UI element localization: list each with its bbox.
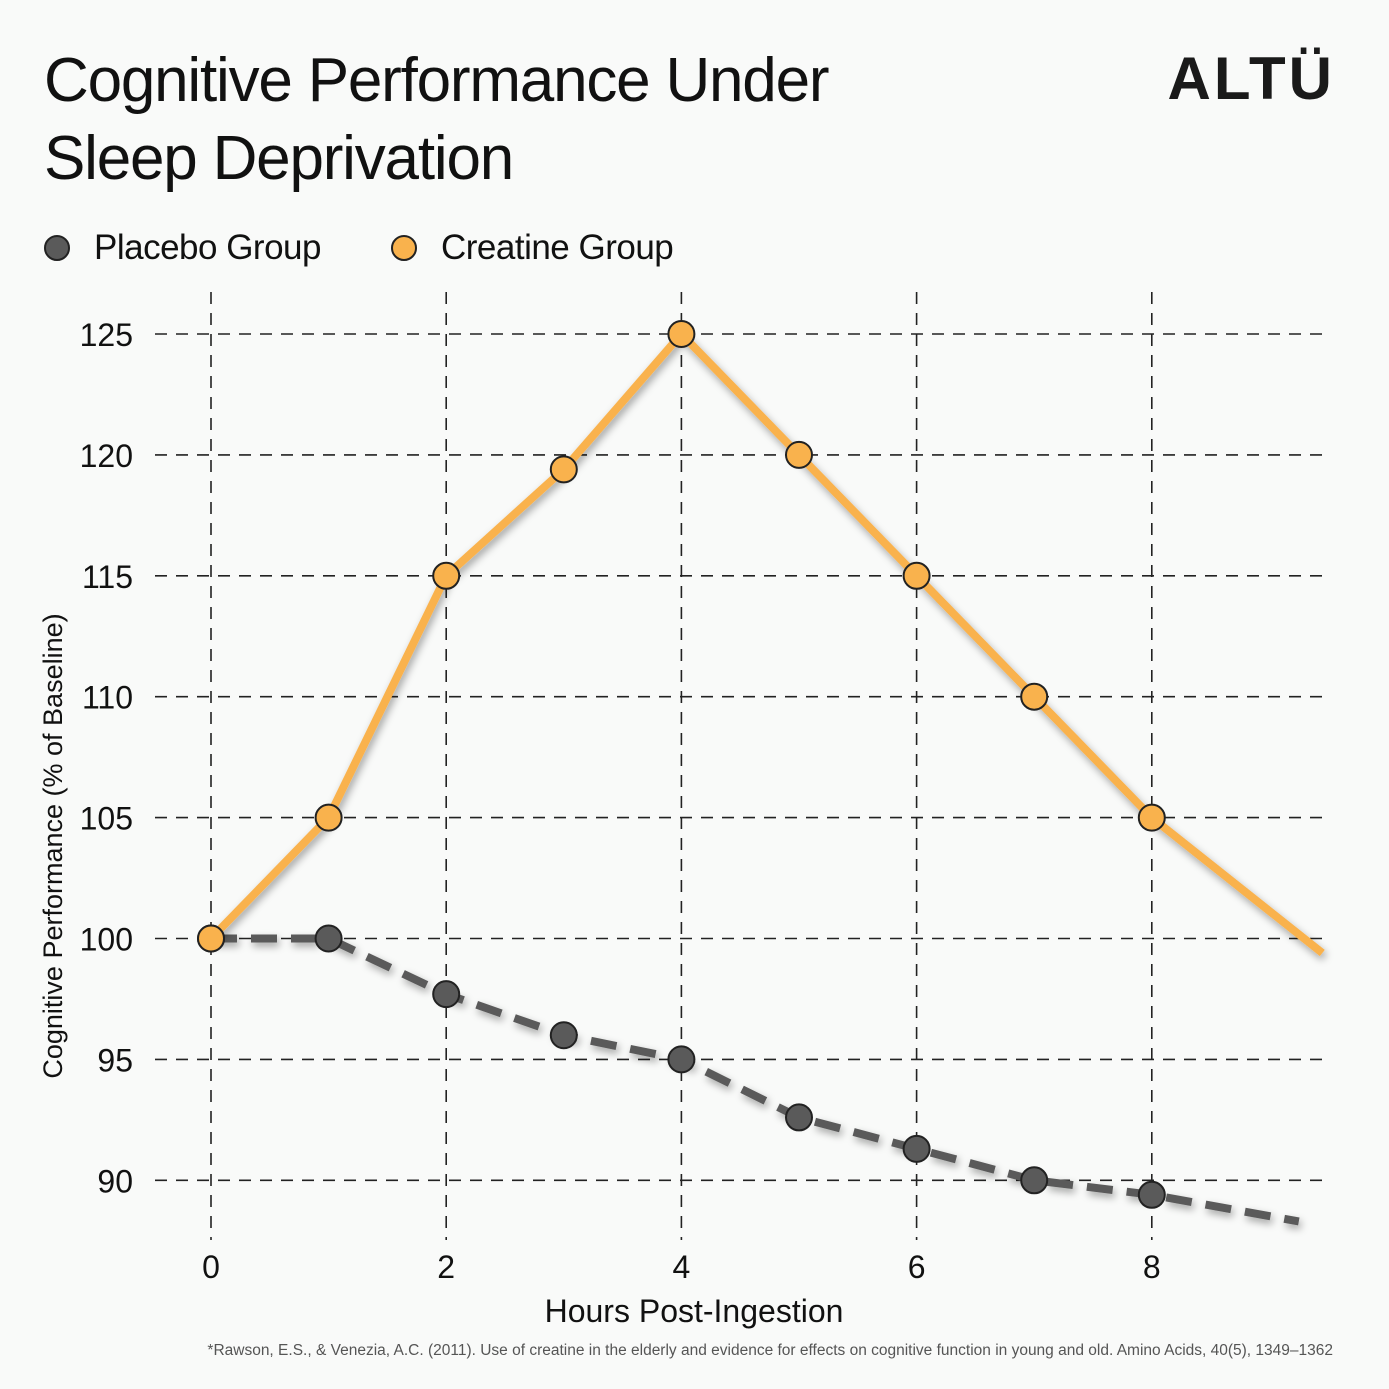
series-creatine xyxy=(197,320,1325,957)
x-axis-title: Hours Post-Ingestion xyxy=(545,1293,844,1329)
tick-labels: 0 2 4 6 8 90 95 100 105 110 115 120 125 xyxy=(80,317,1161,1285)
legend-marker-creatine xyxy=(390,235,417,261)
series-line-placebo xyxy=(211,934,1300,1226)
citation: *Rawson, E.S., & Venezia, A.C. (2011). U… xyxy=(207,1342,1333,1359)
y-tick-label-110: 110 xyxy=(82,680,133,716)
data-point-creatine-5 xyxy=(785,440,813,469)
legend-label-creatine: Creatine Group xyxy=(440,228,674,267)
legend-label-placebo: Placebo Group xyxy=(94,228,321,267)
y-tick-label-125: 125 xyxy=(80,317,133,353)
x-tick-label-6: 6 xyxy=(908,1249,926,1285)
data-point-placebo-1 xyxy=(314,924,343,953)
data-point-placebo-4 xyxy=(667,1045,696,1074)
data-point-creatine-7 xyxy=(1020,682,1049,711)
data-point-creatine-8 xyxy=(1137,803,1166,832)
legend: Placebo Group Creatine Group xyxy=(44,226,743,270)
data-point-placebo-8 xyxy=(1137,1180,1166,1209)
legend-item-creatine: Creatine Group xyxy=(390,228,674,268)
title-line-1: Cognitive Performance Under xyxy=(44,46,830,115)
data-point-placebo-6 xyxy=(902,1134,931,1163)
x-tick-label-0: 0 xyxy=(202,1249,220,1285)
y-tick-label-115: 115 xyxy=(82,559,133,595)
brand-logo: ALTÜ xyxy=(1167,45,1335,112)
data-point-placebo-7 xyxy=(1020,1166,1049,1195)
data-point-placebo-2 xyxy=(432,980,461,1009)
y-tick-label-120: 120 xyxy=(80,438,133,474)
y-tick-label-100: 100 xyxy=(80,922,133,958)
x-tick-label-8: 8 xyxy=(1143,1249,1161,1285)
y-tick-label-95: 95 xyxy=(97,1042,133,1078)
grid xyxy=(155,292,1330,1240)
x-tick-label-2: 2 xyxy=(437,1249,455,1285)
chart-title: Cognitive Performance Under Sleep Depriv… xyxy=(44,42,1004,198)
legend-item-placebo: Placebo Group xyxy=(44,228,321,268)
data-point-creatine-4 xyxy=(667,320,696,348)
x-tick-label-4: 4 xyxy=(673,1249,691,1285)
y-axis-title: Cognitive Performance (% of Baseline) xyxy=(38,613,68,1078)
data-point-creatine-1 xyxy=(314,803,343,832)
series-line-creatine xyxy=(208,330,1325,957)
data-point-placebo-5 xyxy=(785,1103,813,1132)
y-tick-label-90: 90 xyxy=(97,1163,133,1199)
data-point-creatine-6 xyxy=(902,561,931,590)
title-line-2: Sleep Deprivation xyxy=(44,124,514,193)
data-point-creatine-2 xyxy=(432,561,461,590)
series xyxy=(197,320,1325,1226)
data-point-placebo-3 xyxy=(549,1021,578,1050)
series-placebo xyxy=(197,924,1300,1226)
legend-marker-placebo xyxy=(44,235,70,261)
y-tick-label-105: 105 xyxy=(80,801,133,837)
data-point-creatine-3 xyxy=(549,455,578,484)
data-point-creatine-0 xyxy=(197,924,225,953)
